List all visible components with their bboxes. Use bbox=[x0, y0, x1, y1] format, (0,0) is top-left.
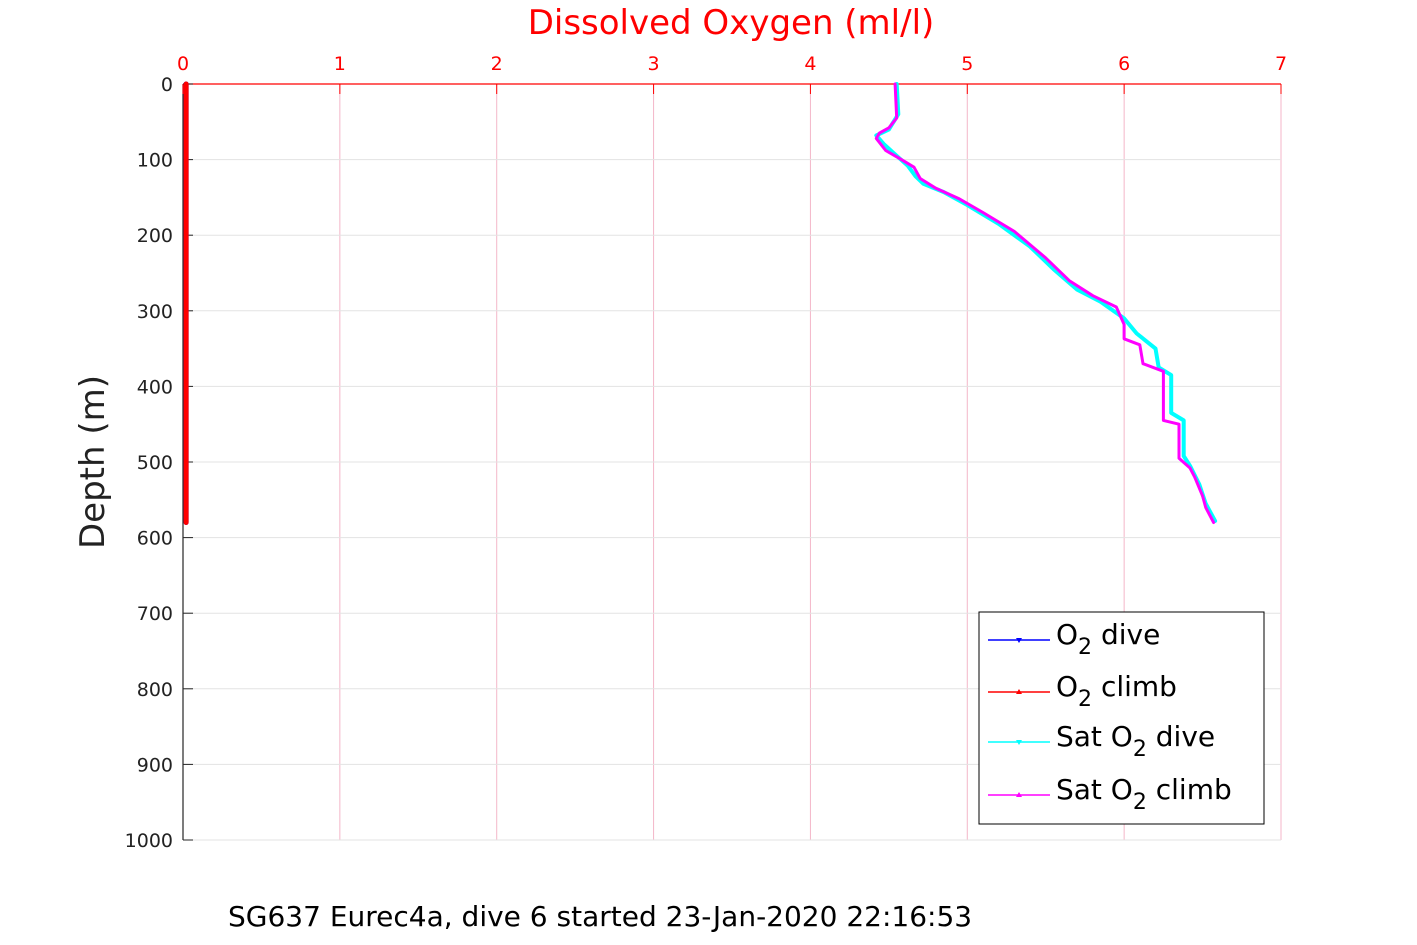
legend-label: Sat O2 dive bbox=[1056, 720, 1215, 762]
x-tick-label: 4 bbox=[804, 53, 816, 75]
x-tick-label: 2 bbox=[491, 53, 503, 75]
chart-caption: SG637 Eurec4a, dive 6 started 23-Jan-202… bbox=[228, 900, 972, 933]
y-tick-label: 600 bbox=[137, 528, 173, 550]
series-line bbox=[874, 82, 1218, 523]
legend: O2 dive O2 climb Sat O2 dive Sat O2 climb bbox=[978, 611, 1265, 825]
y-tick-label: 900 bbox=[137, 754, 173, 776]
chart-title: Dissolved Oxygen (ml/l) bbox=[528, 3, 935, 43]
legend-box bbox=[978, 611, 1265, 825]
x-tick-label: 6 bbox=[1118, 53, 1130, 75]
y-tick-label: 800 bbox=[137, 679, 173, 701]
y-axis-label: Depth (m) bbox=[73, 375, 113, 549]
series-lines bbox=[183, 81, 1218, 525]
y-tick-label: 100 bbox=[137, 150, 173, 172]
y-tick-label: 300 bbox=[137, 301, 173, 323]
legend-label: O2 climb bbox=[1056, 670, 1177, 712]
y-tick-label: 200 bbox=[137, 225, 173, 247]
axes bbox=[182, 83, 1282, 841]
x-tick-label: 1 bbox=[334, 53, 346, 75]
series-line bbox=[874, 82, 1216, 524]
y-tick-label: 400 bbox=[137, 376, 173, 398]
x-tick-label: 5 bbox=[961, 53, 973, 75]
legend-marker bbox=[1016, 638, 1022, 643]
y-tick-label: 700 bbox=[137, 603, 173, 625]
x-tick-label: 0 bbox=[177, 53, 189, 75]
legend-marker bbox=[1016, 792, 1022, 797]
tick-labels: 0 1 2 3 4 5 6 7 0 100 200 300 400 500 600 700 800 900 1000 bbox=[125, 53, 1287, 852]
x-tick-label: 3 bbox=[648, 53, 660, 75]
legend-marker bbox=[1016, 689, 1022, 694]
legend-label: O2 dive bbox=[1056, 618, 1160, 660]
y-tick-label: 500 bbox=[137, 452, 173, 474]
legend-marker bbox=[1016, 740, 1022, 745]
x-tick-label: 7 bbox=[1275, 53, 1287, 75]
legend-label: Sat O2 climb bbox=[1056, 773, 1232, 815]
y-tick-label: 1000 bbox=[125, 830, 173, 852]
y-tick-label: 0 bbox=[161, 74, 173, 96]
